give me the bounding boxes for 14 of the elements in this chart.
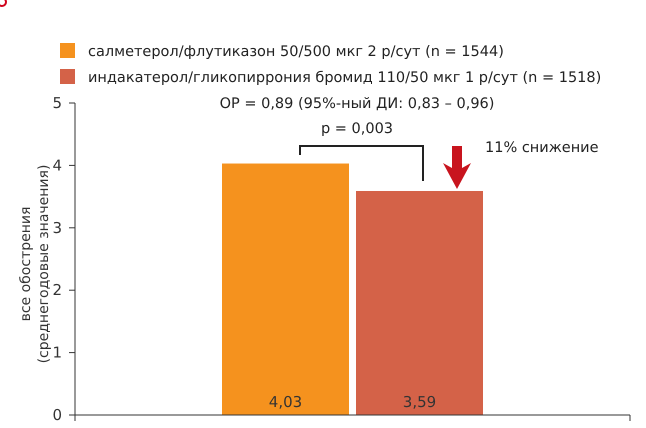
annotation: p = 0,003 [320,121,394,137]
y-tick-label: 3 [52,218,62,237]
data-label: 4,03 [268,393,302,411]
y-tick-label: 1 [52,344,62,362]
legend-label: индакатерол/гликопиррония бромид 110/50 мкг 1 р/сут (n = 1518) [88,70,602,86]
y-tick-label: 2 [52,281,62,300]
y-tick-label: 4 [52,156,62,174]
y-axis-title: все обострения (среднегодовые значения) [18,164,52,364]
annotation: 11% снижение [485,140,599,156]
data-label: 3,59 [402,393,436,411]
annotation: ОР = 0,89 (95%-ный ДИ: 0,83 – 0,96) [220,96,494,112]
y-tick-label: 5 [52,94,62,112]
y-tick-label: 0 [52,406,62,424]
legend-label: салметерол/флутиказон 50/500 мкг 2 р/сут (n = 1544) [88,44,504,60]
